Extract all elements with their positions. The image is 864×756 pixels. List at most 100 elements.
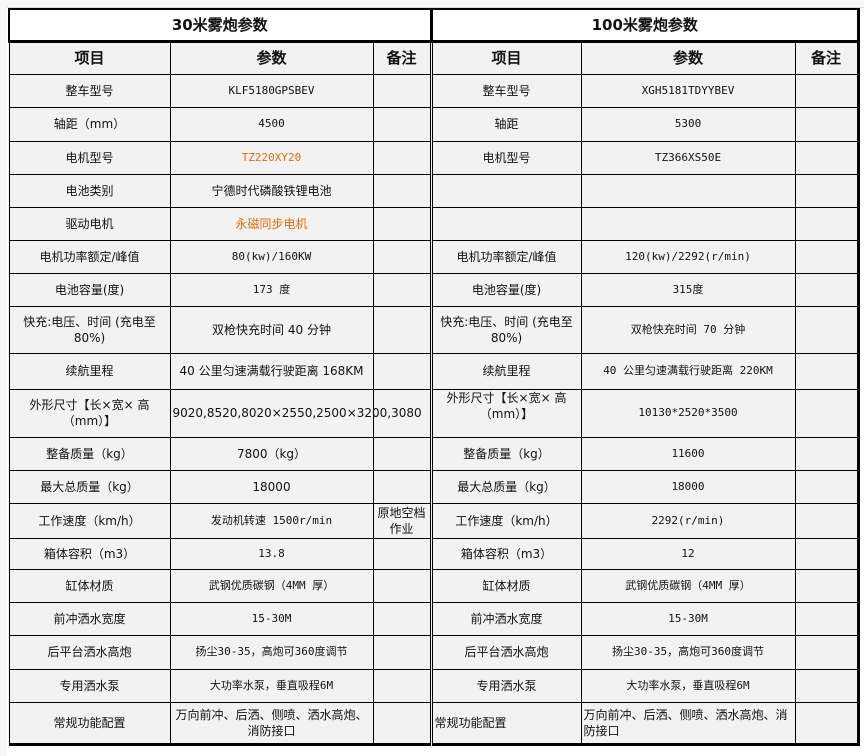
cell-item[interactable]: 电池容量(度) (8, 272, 171, 307)
cell-item[interactable]: 电池容量(度) (431, 272, 582, 307)
cell-param[interactable]: 发动机转速 1500r/min (169, 502, 374, 539)
cell-param[interactable]: 18000 (169, 469, 374, 504)
cell-item[interactable]: 驱动电机 (8, 206, 171, 241)
cell-item[interactable]: 最大总质量（kg） (431, 469, 582, 504)
cell-item[interactable]: 箱体容积（m3） (8, 537, 171, 570)
cell-note[interactable] (372, 436, 432, 471)
cell-item[interactable] (431, 206, 582, 241)
cell-item[interactable]: 电机功率额定/峰值 (431, 239, 582, 274)
cell-note[interactable] (372, 601, 432, 636)
cell-param[interactable]: 万向前冲、后洒、侧喷、洒水高炮、消防接口 (580, 701, 796, 745)
cell-item[interactable]: 电机型号 (8, 140, 171, 175)
cell-item[interactable]: 电池类别 (8, 173, 171, 208)
cell-param[interactable]: 扬尘30-35，高炮可360度调节 (169, 634, 374, 670)
cell-note[interactable] (372, 634, 432, 670)
cell-item[interactable]: 整车型号 (8, 73, 171, 108)
cell-item[interactable]: 电机功率额定/峰值 (8, 239, 171, 274)
cell-item[interactable]: 专用洒水泵 (431, 668, 582, 703)
cell-note[interactable] (794, 601, 859, 636)
cell-item[interactable]: 前冲洒水宽度 (8, 601, 171, 636)
cell-item[interactable] (431, 173, 582, 208)
cell-note[interactable] (794, 140, 859, 175)
cell-param[interactable]: TZ220XY20 (169, 140, 374, 175)
cell-param[interactable]: 15-30M (580, 601, 796, 636)
cell-param[interactable]: 武钢优质碳钢（4MM 厚） (169, 568, 374, 603)
cell-param[interactable]: 宁德时代磷酸铁锂电池 (169, 173, 374, 208)
cell-note[interactable] (794, 568, 859, 603)
cell-note[interactable] (372, 701, 432, 745)
cell-note[interactable] (794, 305, 859, 354)
cell-param[interactable]: 7800（kg） (169, 436, 374, 471)
cell-note[interactable] (794, 352, 859, 390)
cell-param[interactable]: 120(kw)/2292(r/min) (580, 239, 796, 274)
cell-note[interactable] (372, 206, 432, 241)
cell-item[interactable]: 外形尺寸【长×宽× 高（mm）】 (8, 388, 171, 438)
cell-item[interactable]: 电机型号 (431, 140, 582, 175)
cell-note[interactable] (794, 436, 859, 471)
cell-item[interactable]: 整备质量（kg） (431, 436, 582, 471)
cell-item[interactable]: 常规功能配置 (431, 701, 582, 745)
cell-item[interactable]: 续航里程 (431, 352, 582, 390)
cell-item[interactable]: 外形尺寸【长×宽× 高（mm）】 (431, 388, 582, 438)
cell-param[interactable] (580, 206, 796, 241)
cell-param[interactable]: TZ366XS50E (580, 140, 796, 175)
cell-note[interactable] (794, 206, 859, 241)
cell-param[interactable]: 11600 (580, 436, 796, 471)
cell-param[interactable]: 40 公里匀速满载行驶距离 168KM (169, 352, 374, 390)
cell-note[interactable] (794, 668, 859, 703)
cell-note[interactable] (372, 106, 432, 142)
cell-note[interactable] (372, 73, 432, 108)
cell-param[interactable]: 80(kw)/160KW (169, 239, 374, 274)
cell-item[interactable]: 缸体材质 (8, 568, 171, 603)
cell-note[interactable] (372, 469, 432, 504)
cell-note[interactable] (372, 140, 432, 175)
cell-param[interactable]: 40 公里匀速满载行驶距离 220KM (580, 352, 796, 390)
cell-note[interactable] (372, 668, 432, 703)
cell-note[interactable] (794, 537, 859, 570)
cell-item[interactable]: 箱体容积（m3） (431, 537, 582, 570)
cell-param[interactable]: 大功率水泵，垂直吸程6M (580, 668, 796, 703)
cell-note[interactable] (372, 568, 432, 603)
cell-item[interactable]: 续航里程 (8, 352, 171, 390)
cell-note[interactable] (794, 388, 859, 438)
cell-note[interactable] (794, 239, 859, 274)
cell-param[interactable]: 万向前冲、后洒、侧喷、洒水高炮、消防接口 (169, 701, 374, 745)
cell-note[interactable] (794, 634, 859, 670)
cell-item[interactable]: 轴距 (431, 106, 582, 142)
cell-param[interactable]: 2292(r/min) (580, 502, 796, 539)
cell-item[interactable]: 整备质量（kg） (8, 436, 171, 471)
cell-note[interactable] (372, 305, 432, 354)
cell-note[interactable] (372, 239, 432, 274)
cell-item[interactable]: 整车型号 (431, 73, 582, 108)
cell-param[interactable]: 9020,8520,8020×2550,2500×3200,3080 (169, 388, 422, 438)
cell-note[interactable] (794, 106, 859, 142)
cell-note[interactable] (372, 388, 432, 438)
cell-param[interactable]: 10130*2520*3500 (580, 388, 796, 438)
cell-param[interactable]: KLF5180GPSBEV (169, 73, 374, 108)
cell-item[interactable]: 工作速度（km/h） (431, 502, 582, 539)
cell-param[interactable]: XGH5181TDYYBEV (580, 73, 796, 108)
cell-param[interactable]: 双枪快充时间 70 分钟 (580, 305, 796, 354)
cell-note[interactable] (794, 502, 859, 539)
cell-item[interactable]: 快充:电压、时间 (充电至 80%) (8, 305, 171, 354)
cell-item[interactable]: 专用洒水泵 (8, 668, 171, 703)
cell-param[interactable]: 12 (580, 537, 796, 570)
cell-item[interactable]: 前冲洒水宽度 (431, 601, 582, 636)
cell-param[interactable]: 15-30M (169, 601, 374, 636)
cell-item[interactable]: 后平台洒水高炮 (431, 634, 582, 670)
cell-param[interactable]: 5300 (580, 106, 796, 142)
cell-note[interactable] (794, 73, 859, 108)
cell-item[interactable]: 快充:电压、时间 (充电至 80%) (431, 305, 582, 354)
cell-note[interactable] (794, 173, 859, 208)
cell-param[interactable]: 315度 (580, 272, 796, 307)
cell-item[interactable]: 轴距（mm） (8, 106, 171, 142)
cell-note[interactable] (372, 272, 432, 307)
cell-item[interactable]: 最大总质量（kg） (8, 469, 171, 504)
cell-param[interactable]: 13.8 (169, 537, 374, 570)
cell-param[interactable]: 双枪快充时间 40 分钟 (169, 305, 374, 354)
cell-param[interactable]: 扬尘30-35，高炮可360度调节 (580, 634, 796, 670)
cell-item[interactable]: 工作速度（km/h） (8, 502, 171, 539)
cell-item[interactable]: 常规功能配置 (8, 701, 171, 745)
cell-param[interactable]: 武钢优质碳钢（4MM 厚） (580, 568, 796, 603)
cell-note[interactable] (794, 469, 859, 504)
